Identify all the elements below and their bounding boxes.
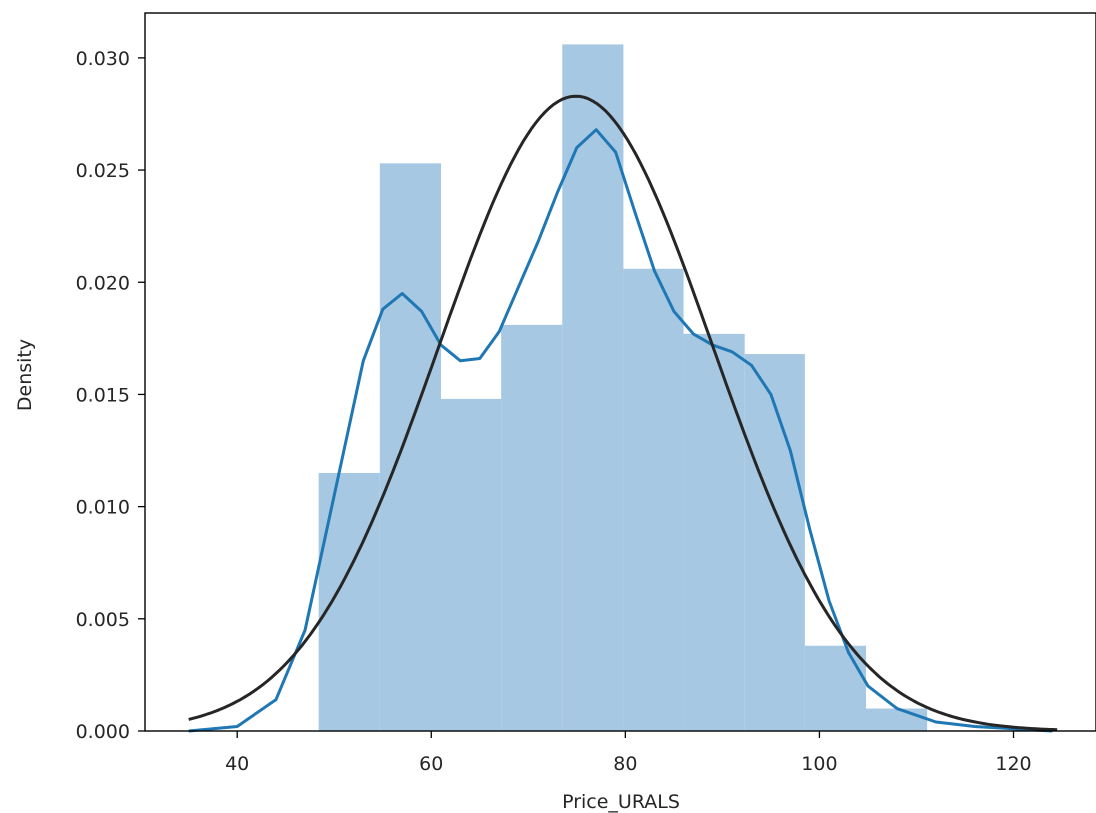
y-tick-label: 0.020 [76, 272, 130, 294]
x-axis-label: Price_URALS [562, 791, 680, 813]
histogram-bar-4 [501, 324, 563, 731]
x-tick-label: 120 [995, 753, 1031, 775]
y-tick-label: 0.025 [76, 160, 130, 182]
y-tick-label: 0.005 [76, 609, 130, 631]
normal-fit-curve [188, 94, 1058, 732]
histogram-bar-6 [623, 268, 684, 731]
y-tick-label: 0.000 [76, 721, 130, 743]
histogram-bar-2 [379, 163, 441, 732]
histogram-bars [318, 44, 928, 732]
plot-frame [144, 12, 1096, 732]
y-tick-label: 0.015 [76, 384, 130, 406]
y-tick-label: 0.010 [76, 497, 130, 519]
x-tick-label: 60 [419, 753, 443, 775]
kde-curve [188, 128, 1053, 733]
y-tick-label: 0.030 [76, 48, 130, 70]
y-axis-label: Density [14, 339, 36, 411]
histogram-bar-1 [318, 472, 380, 731]
x-tick-label: 100 [801, 753, 837, 775]
histogram-bar-3 [440, 398, 502, 731]
histogram-bar-7 [683, 333, 745, 731]
histogram-bar-10 [866, 708, 928, 731]
y-axis-ticks: 0.000 0.005 0.010 0.015 0.020 0.025 0.030 [76, 48, 145, 743]
histogram-bar-5 [562, 44, 624, 732]
curves [188, 94, 1058, 733]
histogram-bar-9 [804, 645, 867, 731]
x-tick-label: 40 [225, 753, 249, 775]
x-axis-ticks: 40 60 80 100 120 [225, 731, 1032, 775]
histogram-bar-8 [744, 354, 805, 731]
x-tick-label: 80 [613, 753, 637, 775]
